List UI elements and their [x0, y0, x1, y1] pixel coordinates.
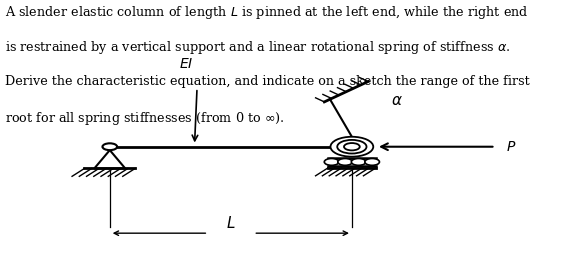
- Text: A slender elastic column of length $L$ is pinned at the left end, while the righ: A slender elastic column of length $L$ i…: [5, 4, 528, 21]
- Circle shape: [344, 143, 360, 150]
- Text: $P$: $P$: [506, 140, 516, 154]
- Text: root for all spring stiffnesses (from 0 to $\infty$).: root for all spring stiffnesses (from 0 …: [5, 110, 284, 127]
- Text: $L$: $L$: [226, 215, 236, 231]
- Text: is restrained by a vertical support and a linear rotational spring of stiffness : is restrained by a vertical support and …: [5, 39, 510, 56]
- Text: $EI$: $EI$: [178, 57, 193, 71]
- Text: Derive the characteristic equation, and indicate on a sketch the range of the fi: Derive the characteristic equation, and …: [5, 75, 529, 88]
- Circle shape: [324, 159, 339, 165]
- Text: $\alpha$: $\alpha$: [391, 94, 403, 108]
- Circle shape: [330, 137, 373, 157]
- Circle shape: [337, 140, 367, 154]
- Circle shape: [338, 159, 352, 165]
- Circle shape: [365, 159, 379, 165]
- Circle shape: [102, 143, 117, 150]
- Circle shape: [351, 159, 366, 165]
